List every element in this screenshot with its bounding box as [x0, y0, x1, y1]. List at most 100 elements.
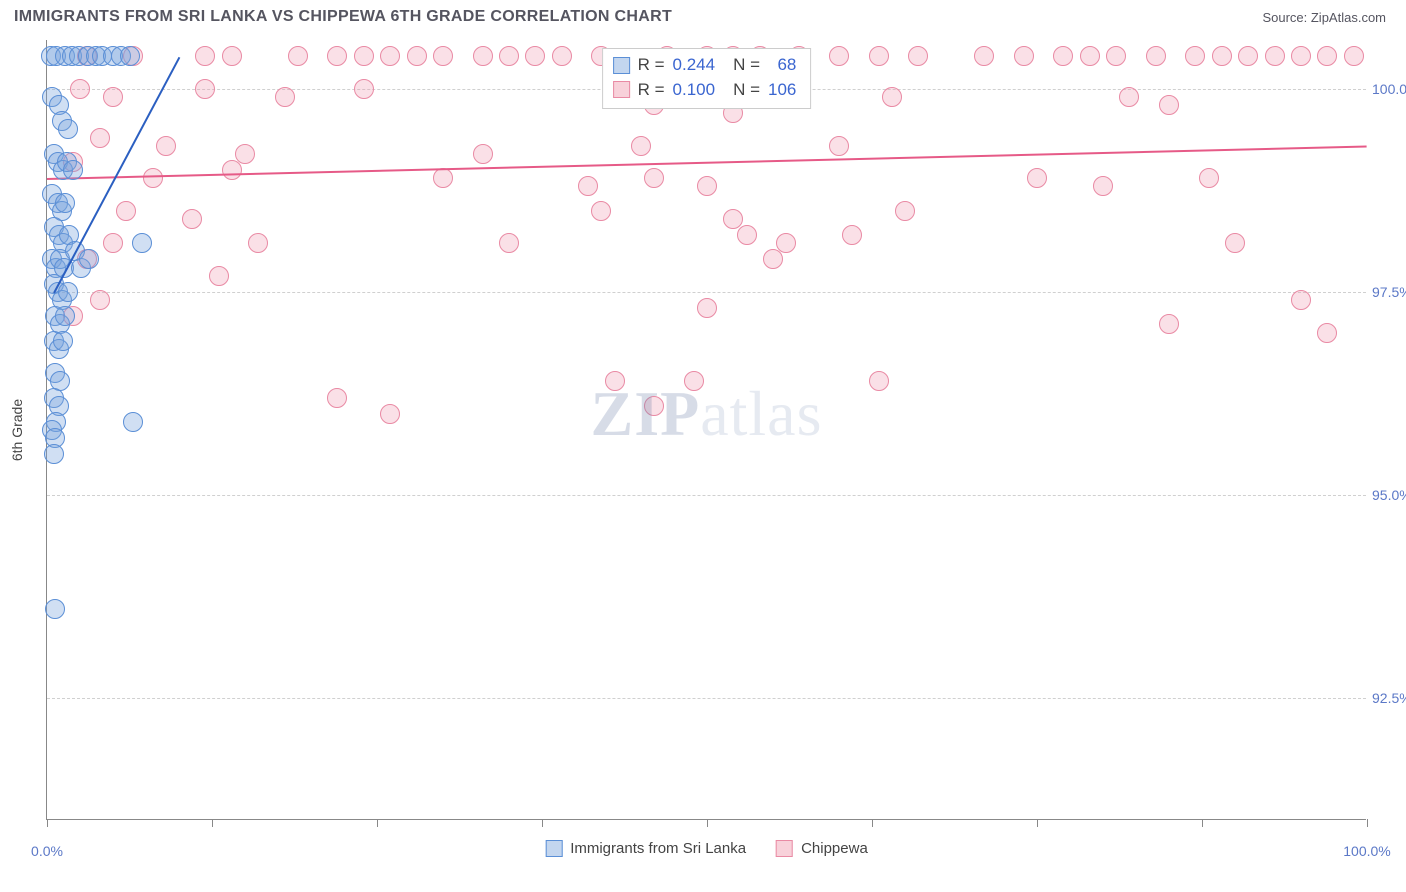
data-point-pink [869, 46, 889, 66]
n-label: N = [733, 78, 760, 103]
data-point-pink [908, 46, 928, 66]
data-point-pink [1185, 46, 1205, 66]
data-point-pink [473, 46, 493, 66]
data-point-blue [58, 282, 78, 302]
data-point-pink [1291, 46, 1311, 66]
gridline-h [47, 698, 1366, 699]
data-point-blue [53, 331, 73, 351]
x-tick [377, 819, 378, 827]
data-point-blue [55, 193, 75, 213]
x-tick [212, 819, 213, 827]
stats-row: R =0.100N =106 [613, 78, 797, 103]
data-point-pink [631, 136, 651, 156]
data-point-pink [1212, 46, 1232, 66]
data-point-pink [1238, 46, 1258, 66]
data-point-pink [829, 136, 849, 156]
plot-area: 92.5%95.0%97.5%100.0%0.0%100.0% [47, 40, 1366, 819]
x-tick [707, 819, 708, 827]
data-point-pink [605, 371, 625, 391]
data-point-pink [499, 46, 519, 66]
data-point-pink [195, 46, 215, 66]
data-point-pink [1317, 323, 1337, 343]
chart-title: IMMIGRANTS FROM SRI LANKA VS CHIPPEWA 6T… [14, 8, 672, 26]
data-point-pink [1093, 176, 1113, 196]
data-point-pink [644, 168, 664, 188]
data-point-pink [1225, 233, 1245, 253]
data-point-pink [182, 209, 202, 229]
data-point-pink [1119, 87, 1139, 107]
data-point-pink [433, 46, 453, 66]
legend-swatch-blue [613, 57, 630, 74]
x-tick [1202, 819, 1203, 827]
legend-swatch-pink [613, 81, 630, 98]
data-point-pink [209, 266, 229, 286]
data-point-pink [1014, 46, 1034, 66]
legend-label: Immigrants from Sri Lanka [570, 840, 746, 857]
y-tick-label: 97.5% [1372, 284, 1406, 300]
data-point-pink [143, 168, 163, 188]
data-point-blue [79, 249, 99, 269]
data-point-blue [123, 412, 143, 432]
data-point-pink [1080, 46, 1100, 66]
stats-row: R =0.244N = 68 [613, 53, 797, 78]
data-point-pink [433, 168, 453, 188]
x-tick [47, 819, 48, 827]
n-label: N = [733, 53, 760, 78]
data-point-pink [275, 87, 295, 107]
data-point-pink [407, 46, 427, 66]
data-point-pink [1265, 46, 1285, 66]
data-point-pink [354, 79, 374, 99]
legend-item-pink: Chippewa [776, 840, 868, 857]
legend-swatch-pink [776, 840, 793, 857]
x-tick-label: 100.0% [1343, 843, 1390, 859]
n-value: 106 [768, 78, 796, 103]
data-point-pink [1317, 46, 1337, 66]
chart-header: IMMIGRANTS FROM SRI LANKA VS CHIPPEWA 6T… [0, 0, 1406, 30]
gridline-h [47, 495, 1366, 496]
data-point-pink [697, 298, 717, 318]
data-point-pink [1146, 46, 1166, 66]
data-point-pink [1199, 168, 1219, 188]
data-point-pink [525, 46, 545, 66]
y-tick-label: 100.0% [1372, 81, 1406, 97]
data-point-pink [1291, 290, 1311, 310]
data-point-pink [552, 46, 572, 66]
legend-swatch-blue [545, 840, 562, 857]
data-point-pink [473, 144, 493, 164]
data-point-pink [354, 46, 374, 66]
data-point-pink [737, 225, 757, 245]
data-point-blue [45, 599, 65, 619]
data-point-pink [578, 176, 598, 196]
r-value: 0.244 [673, 53, 716, 78]
x-tick [542, 819, 543, 827]
data-point-pink [235, 144, 255, 164]
data-point-blue [58, 119, 78, 139]
y-tick-label: 92.5% [1372, 690, 1406, 706]
data-point-pink [1344, 46, 1364, 66]
chart-area: 6th Grade 92.5%95.0%97.5%100.0%0.0%100.0… [46, 40, 1366, 820]
data-point-pink [1106, 46, 1126, 66]
legend-bottom: Immigrants from Sri Lanka Chippewa [545, 840, 868, 857]
data-point-pink [222, 46, 242, 66]
r-label: R = [638, 78, 665, 103]
data-point-pink [380, 404, 400, 424]
data-point-pink [974, 46, 994, 66]
data-point-pink [195, 79, 215, 99]
data-point-blue [55, 306, 75, 326]
data-point-pink [869, 371, 889, 391]
data-point-pink [1159, 95, 1179, 115]
legend-item-blue: Immigrants from Sri Lanka [545, 840, 746, 857]
y-tick-label: 95.0% [1372, 487, 1406, 503]
x-tick [872, 819, 873, 827]
data-point-pink [248, 233, 268, 253]
data-point-pink [644, 396, 664, 416]
x-tick [1367, 819, 1368, 827]
data-point-pink [1027, 168, 1047, 188]
data-point-pink [763, 249, 783, 269]
data-point-pink [882, 87, 902, 107]
data-point-pink [288, 46, 308, 66]
data-point-blue [63, 160, 83, 180]
data-point-pink [116, 201, 136, 221]
data-point-pink [222, 160, 242, 180]
data-point-pink [1159, 314, 1179, 334]
